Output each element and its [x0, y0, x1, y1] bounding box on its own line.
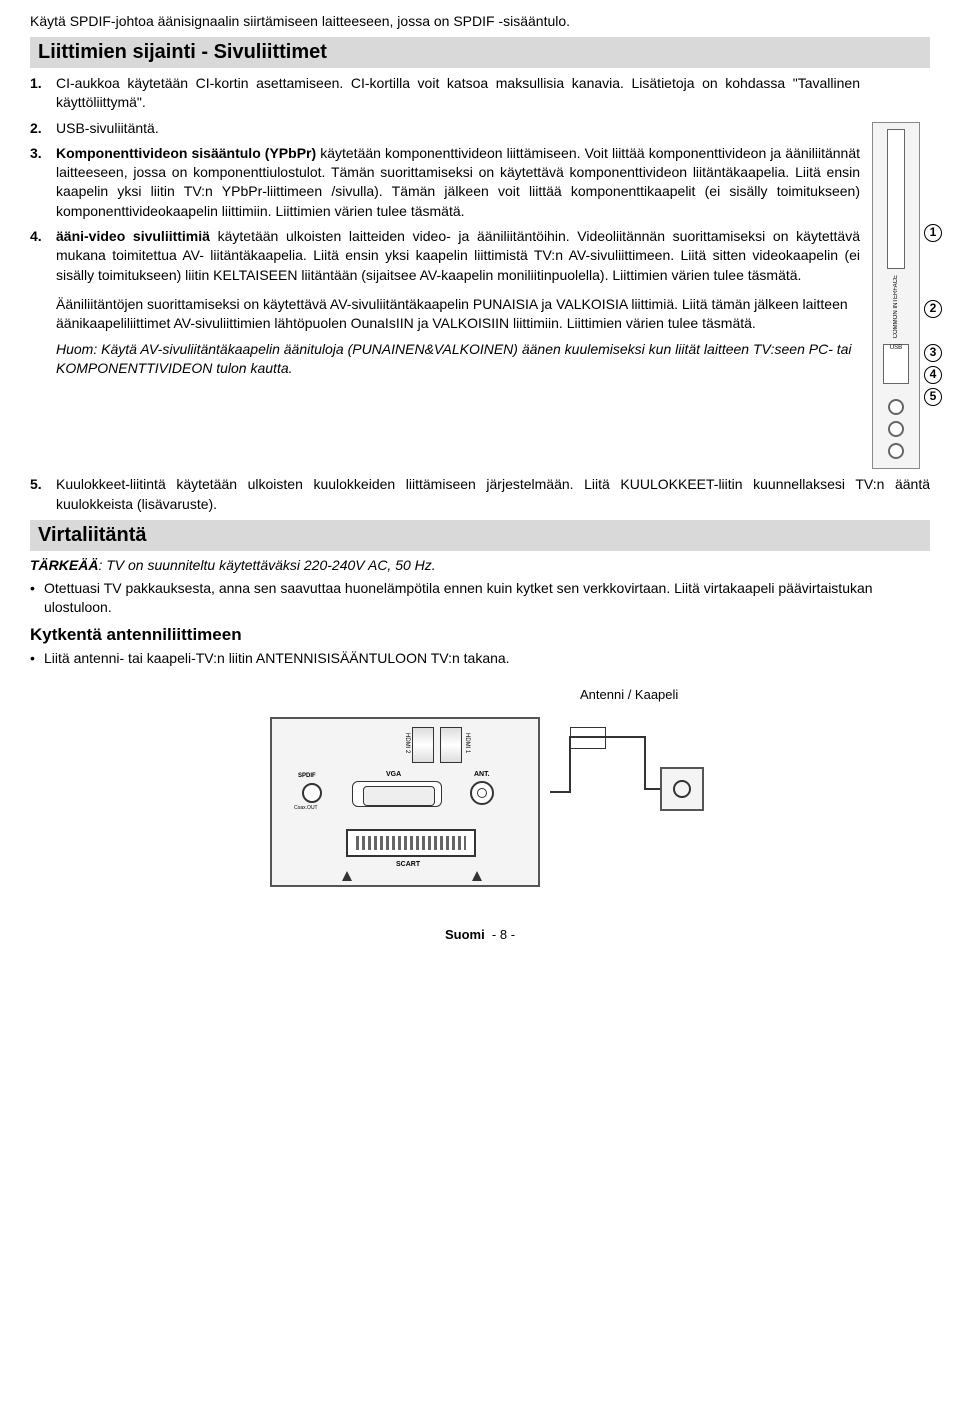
spdif-jack-icon: [302, 783, 322, 803]
list-body: CI-aukkoa käytetään CI-kortin asettamise…: [56, 74, 860, 113]
spdif-label: SPDIF: [298, 773, 316, 779]
rear-panel-diagram: Antenni / Kaapeli HDMI 2 HDMI 1 SPDIF Co…: [30, 687, 930, 897]
callout-3: 3: [924, 344, 942, 362]
av-cable-note: Huom: Käytä AV-sivuliitäntäkaapelin ääni…: [56, 340, 860, 379]
callout-5: 5: [924, 388, 942, 406]
hdmi2-label: HDMI 2: [404, 733, 410, 753]
callout-2: 2: [924, 300, 942, 318]
hdmi-port-icon: [440, 727, 462, 763]
ant-jack-icon: [470, 781, 494, 805]
side-connectors-text: 1. CI-aukkoa käytetään CI-kortin asettam…: [30, 74, 860, 469]
list-num: 5.: [30, 475, 56, 514]
list-body: ääni-video sivuliittimiä käytetään ulkoi…: [56, 227, 860, 285]
power-important: TÄRKEÄÄ: TV on suunniteltu käytettäväksi…: [30, 557, 930, 573]
list-num: 3.: [30, 144, 56, 221]
antenna-subheading: Kytkentä antenniliittimeen: [30, 625, 930, 645]
callout-4: 4: [924, 366, 942, 384]
wall-socket-icon: [660, 767, 704, 811]
list-num: 1.: [30, 74, 56, 113]
scart-port-icon: [346, 829, 476, 857]
list-num: 2.: [30, 119, 56, 138]
list-item-4: 4. ääni-video sivuliittimiä käytetään ul…: [30, 227, 860, 285]
audio-connect-note: Ääniliitäntöjen suorittamiseksi on käyte…: [56, 295, 860, 334]
power-bullet: Otettuasi TV pakkauksesta, anna sen saav…: [30, 579, 930, 618]
vga-label: VGA: [386, 771, 401, 778]
list-num: 4.: [30, 227, 56, 285]
list-body: Komponenttivideon sisääntulo (YPbPr) käy…: [56, 144, 860, 221]
list-item-3: 3. Komponenttivideon sisääntulo (YPbPr) …: [30, 144, 860, 221]
intro-text: Käytä SPDIF-johtoa äänisignaalin siirtäm…: [30, 12, 930, 31]
vga-port-icon: [352, 781, 442, 807]
panel-box: HDMI 2 HDMI 1 SPDIF Coax.OUT VGA ANT. SC…: [270, 717, 540, 887]
coax-label: Coax.OUT: [294, 805, 318, 811]
hdmi1-label: HDMI 1: [464, 733, 470, 753]
list-body: USB-sivuliitäntä.: [56, 119, 860, 138]
page-footer: Suomi - 8 -: [30, 927, 930, 942]
callout-1: 1: [924, 224, 942, 242]
list-body: Kuulokkeet-liitintä käytetään ulkoisten …: [56, 475, 930, 514]
hdmi-port-icon: [412, 727, 434, 763]
antenna-caption: Antenni / Kaapeli: [580, 687, 678, 702]
scart-label: SCART: [396, 861, 420, 868]
ci-slot-icon: [887, 129, 905, 269]
section-title-side-connectors: Liittimien sijainti - Sivuliittimet: [30, 37, 930, 68]
side-panel-diagram: COMMON INTERFACE USB 1 2 3 4 5: [872, 74, 930, 469]
arrow-up-icon: [342, 871, 352, 881]
ci-label: COMMON INTERFACE: [893, 275, 899, 338]
jack-icon: [888, 421, 904, 437]
antenna-bullet: Liitä antenni- tai kaapeli-TV:n liitin A…: [30, 649, 930, 668]
side-connectors-row: 1. CI-aukkoa käytetään CI-kortin asettam…: [30, 74, 930, 469]
list-item-2: 2. USB-sivuliitäntä.: [30, 119, 860, 138]
list-item-1: 1. CI-aukkoa käytetään CI-kortin asettam…: [30, 74, 860, 113]
ant-label: ANT.: [474, 771, 490, 778]
usb-port-icon: USB: [883, 344, 909, 384]
jack-icon: [888, 399, 904, 415]
section-title-power: Virtaliitäntä: [30, 520, 930, 551]
arrow-up-icon: [472, 871, 482, 881]
list-item-5: 5. Kuulokkeet-liitintä käytetään ulkoist…: [30, 475, 930, 514]
jack-icon: [888, 443, 904, 459]
